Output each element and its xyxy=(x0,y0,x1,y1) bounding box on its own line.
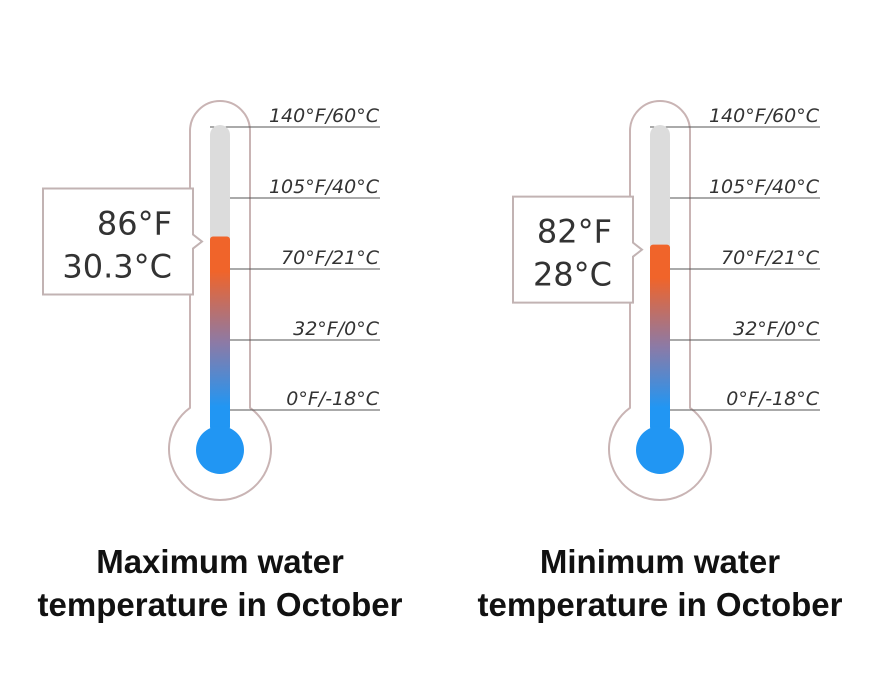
caption-line: temperature in October xyxy=(37,586,403,623)
thermometer-0: 140°F/60°C 105°F/40°C 70°F/21°C 32°F/0°C 0°F… xyxy=(42,100,380,501)
scale-tick-label: 140°F/60°C xyxy=(709,105,820,127)
caption-line: temperature in October xyxy=(477,586,843,623)
scale-tick-label: 70°F/21°C xyxy=(281,247,380,269)
caption-line: Minimum water xyxy=(539,543,781,580)
thermometer-bulb xyxy=(196,426,244,474)
value-fahrenheit: 82°F xyxy=(537,213,612,251)
mercury-column xyxy=(210,236,230,430)
thermometer-1: 140°F/60°C 105°F/40°C 70°F/21°C 32°F/0°C 0°F… xyxy=(512,100,820,501)
caption-minimum: Minimum water temperature in October xyxy=(440,540,880,626)
value-celsius: 28°C xyxy=(533,256,612,294)
scale-tick-label: 32°F/0°C xyxy=(733,318,820,340)
value-fahrenheit: 86°F xyxy=(97,205,172,243)
scale-tick-label: 0°F/-18°C xyxy=(286,388,379,410)
value-celsius: 30.3°C xyxy=(62,248,172,286)
value-callout xyxy=(512,195,644,304)
scale-tick-label: 70°F/21°C xyxy=(721,247,820,269)
scale-tick-label: 0°F/-18°C xyxy=(726,388,819,410)
scale-tick-label: 32°F/0°C xyxy=(293,318,380,340)
scale-tick-label: 105°F/40°C xyxy=(269,176,380,198)
caption-maximum: Maximum water temperature in October xyxy=(0,540,440,626)
mercury-column xyxy=(650,244,670,430)
value-callout xyxy=(42,187,204,296)
scale-tick-label: 140°F/60°C xyxy=(269,105,380,127)
thermometer-bulb xyxy=(636,426,684,474)
scale-tick-label: 105°F/40°C xyxy=(709,176,820,198)
caption-line: Maximum water xyxy=(96,543,344,580)
